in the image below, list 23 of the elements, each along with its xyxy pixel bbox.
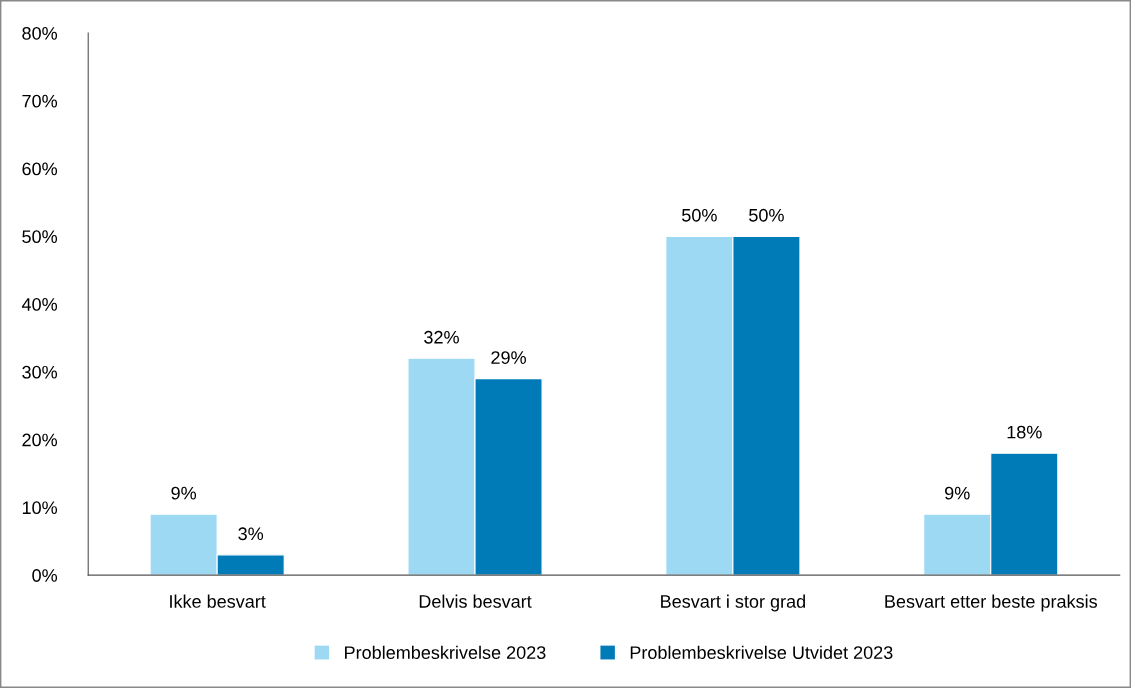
data-label: 50% [682,208,717,222]
y-tick-label: 10% [22,501,58,515]
x-tick-label: Delvis besvart [419,594,532,608]
y-tick-label: 80% [22,26,58,40]
data-label: 50% [749,208,784,222]
x-tick-label: Ikke besvart [170,594,266,608]
data-label: 32% [424,330,459,344]
x-tick-label: Besvart etter beste praksis [885,594,1097,612]
x-tick-label: Besvart i stor grad [661,594,805,612]
y-tick-label: 30% [22,365,58,379]
y-tick-label: 70% [22,94,58,108]
y-tick-label: 20% [22,433,58,447]
y-tick-label: 0% [32,569,58,582]
data-label: 9% [945,486,970,500]
data-label: 3% [238,527,264,541]
data-label: 29% [491,351,526,364]
data-label: 18% [1007,425,1042,439]
y-tick-label: 60% [22,162,58,176]
y-tick-label: 40% [21,298,58,311]
legend-label: Problembeskrivelse 2023 [345,645,546,659]
legend-label: Problembeskrivelse Utvidet 2023 [630,645,893,659]
data-label: 9% [171,486,197,500]
y-tick-label: 50% [22,230,58,244]
